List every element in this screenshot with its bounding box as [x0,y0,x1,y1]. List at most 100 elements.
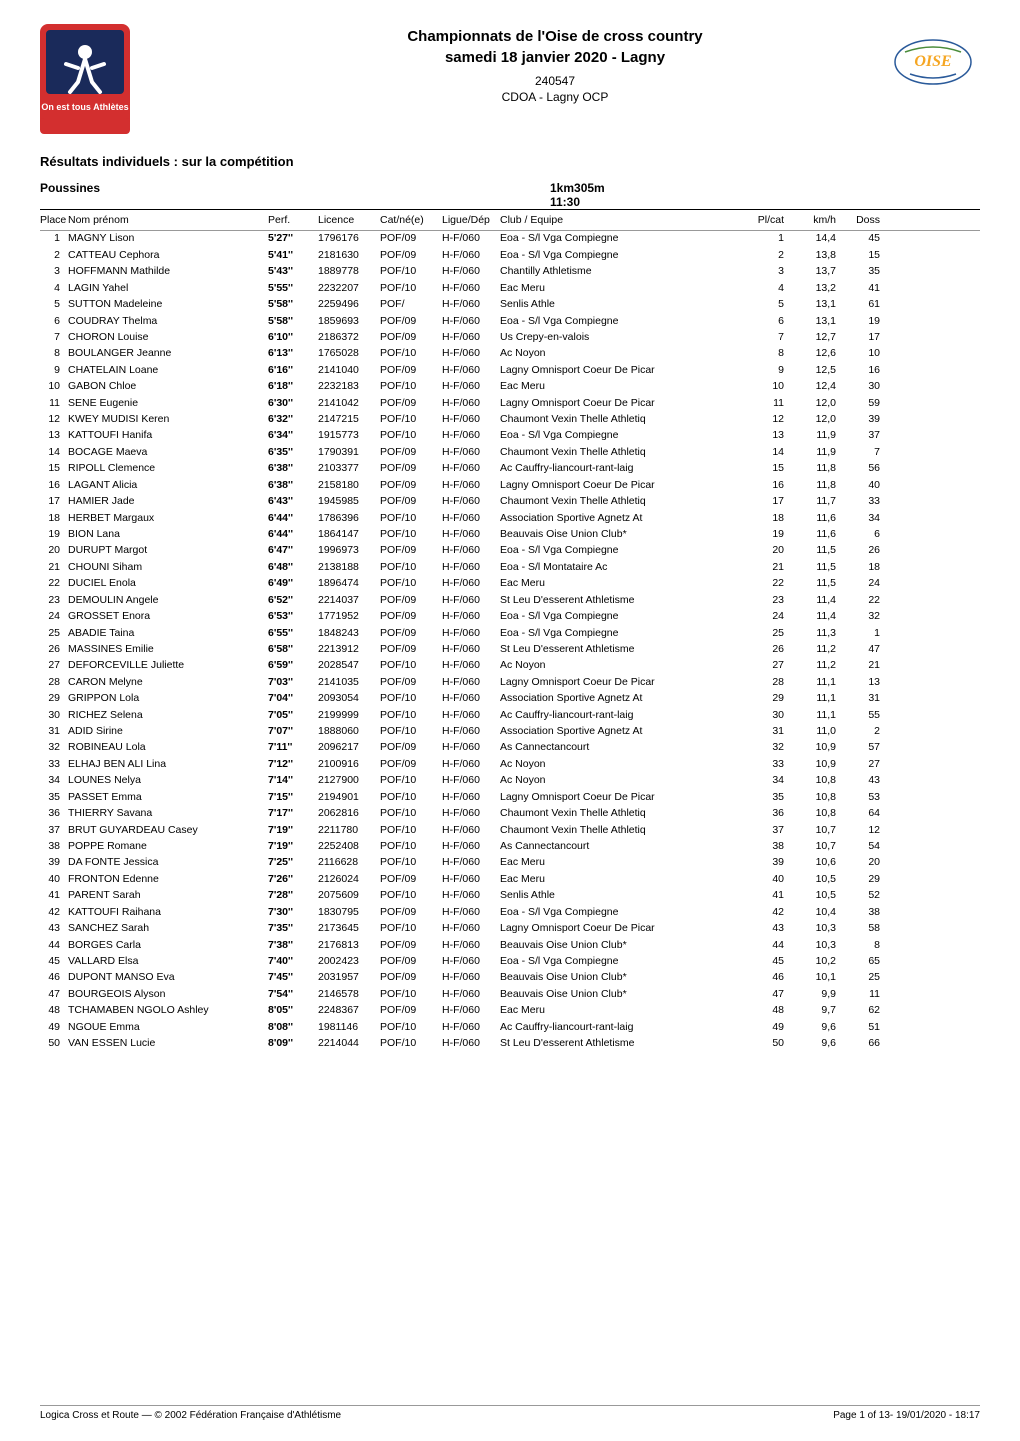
cell-plcat: 1 [750,232,798,246]
cell-name: BOURGEOIS Alyson [68,988,268,1002]
cell-licence: 1981146 [318,1021,380,1035]
cell-club: Beauvais Oise Union Club* [500,971,750,985]
cell-name: CHORON Louise [68,331,268,345]
cell-club: Lagny Omnisport Coeur De Picar [500,479,750,493]
cell-place: 13 [40,429,68,443]
table-row: 34LOUNES Nelya7'14''2127900POF/10H-F/060… [40,773,980,789]
cell-doss: 62 [842,1004,880,1018]
cell-ligue: H-F/060 [442,347,500,361]
cell-club: As Cannectancourt [500,840,750,854]
cell-place: 9 [40,364,68,378]
cell-place: 3 [40,265,68,279]
cell-cat: POF/09 [380,627,442,641]
cell-place: 30 [40,709,68,723]
cell-doss: 40 [842,479,880,493]
cell-name: TCHAMABEN NGOLO Ashley [68,1004,268,1018]
cell-plcat: 34 [750,774,798,788]
cell-licence: 1889778 [318,265,380,279]
cell-kmh: 10,5 [798,889,842,903]
cell-kmh: 10,7 [798,840,842,854]
cell-perf: 6'35'' [268,446,318,460]
cell-club: Ac Noyon [500,347,750,361]
cell-doss: 6 [842,528,880,542]
cell-place: 20 [40,544,68,558]
cell-club: Chaumont Vexin Thelle Athletiq [500,807,750,821]
cell-club: Eac Meru [500,577,750,591]
cell-plcat: 15 [750,462,798,476]
cell-doss: 41 [842,282,880,296]
cell-licence: 2127900 [318,774,380,788]
table-row: 22DUCIEL Enola6'49''1896474POF/10H-F/060… [40,576,980,592]
cell-place: 39 [40,856,68,870]
cell-licence: 2096217 [318,741,380,755]
cell-cat: POF/09 [380,1004,442,1018]
table-row: 1MAGNY Lison5'27''1796176POF/09H-F/060Eo… [40,231,980,247]
cell-kmh: 10,5 [798,873,842,887]
cell-place: 19 [40,528,68,542]
cell-name: BOCAGE Maeva [68,446,268,460]
table-row: 13KATTOUFI Hanifa6'34''1915773POF/10H-F/… [40,428,980,444]
cell-kmh: 13,1 [798,298,842,312]
cell-cat: POF/ [380,298,442,312]
cell-kmh: 9,7 [798,1004,842,1018]
cell-perf: 7'30'' [268,906,318,920]
cell-ligue: H-F/060 [442,1021,500,1035]
cell-cat: POF/10 [380,659,442,673]
table-row: 26MASSINES Emilie6'58''2213912POF/09H-F/… [40,642,980,658]
cell-club: Eoa - S/l Vga Compiegne [500,906,750,920]
cell-name: DURUPT Margot [68,544,268,558]
table-row: 21CHOUNI Siham6'48''2138188POF/10H-F/060… [40,559,980,575]
cell-doss: 30 [842,380,880,394]
cell-club: Eoa - S/l Vga Compiegne [500,610,750,624]
cell-club: Lagny Omnisport Coeur De Picar [500,364,750,378]
cell-licence: 2146578 [318,988,380,1002]
cell-name: CATTEAU Cephora [68,249,268,263]
cell-plcat: 40 [750,873,798,887]
page-footer: Logica Cross et Route — © 2002 Fédératio… [40,1405,980,1421]
cell-plcat: 30 [750,709,798,723]
cell-cat: POF/09 [380,971,442,985]
cell-doss: 56 [842,462,880,476]
cell-kmh: 13,7 [798,265,842,279]
cell-doss: 22 [842,594,880,608]
cell-doss: 35 [842,265,880,279]
cell-kmh: 10,8 [798,807,842,821]
cell-doss: 27 [842,758,880,772]
table-row: 31ADID Sirine7'07''1888060POF/10H-F/060A… [40,724,980,740]
cell-plcat: 20 [750,544,798,558]
cell-perf: 6'55'' [268,627,318,641]
cell-licence: 1945985 [318,495,380,509]
cell-name: CHATELAIN Loane [68,364,268,378]
cell-ligue: H-F/060 [442,922,500,936]
cell-ligue: H-F/060 [442,758,500,772]
cell-ligue: H-F/060 [442,1004,500,1018]
cell-cat: POF/10 [380,824,442,838]
cell-ligue: H-F/060 [442,528,500,542]
cell-perf: 6'13'' [268,347,318,361]
cell-kmh: 10,6 [798,856,842,870]
table-row: 3HOFFMANN Mathilde5'43''1889778POF/10H-F… [40,264,980,280]
cell-licence: 1888060 [318,725,380,739]
cell-club: Chaumont Vexin Thelle Athletiq [500,495,750,509]
cell-cat: POF/09 [380,364,442,378]
cell-plcat: 31 [750,725,798,739]
cell-licence: 2259496 [318,298,380,312]
cell-plcat: 14 [750,446,798,460]
cell-name: LOUNES Nelya [68,774,268,788]
cell-plcat: 50 [750,1037,798,1051]
cell-perf: 7'26'' [268,873,318,887]
cell-place: 10 [40,380,68,394]
cell-perf: 5'27'' [268,232,318,246]
event-code: 240547 [130,74,980,88]
cell-plcat: 21 [750,561,798,575]
cell-kmh: 11,2 [798,643,842,657]
cell-kmh: 12,0 [798,413,842,427]
cell-doss: 18 [842,561,880,575]
cell-doss: 58 [842,922,880,936]
cell-plcat: 45 [750,955,798,969]
table-row: 28CARON Melyne7'03''2141035POF/09H-F/060… [40,674,980,690]
cell-club: Eoa - S/l Vga Compiegne [500,627,750,641]
cell-club: Chaumont Vexin Thelle Athletiq [500,446,750,460]
cell-licence: 1996973 [318,544,380,558]
cell-perf: 7'35'' [268,922,318,936]
